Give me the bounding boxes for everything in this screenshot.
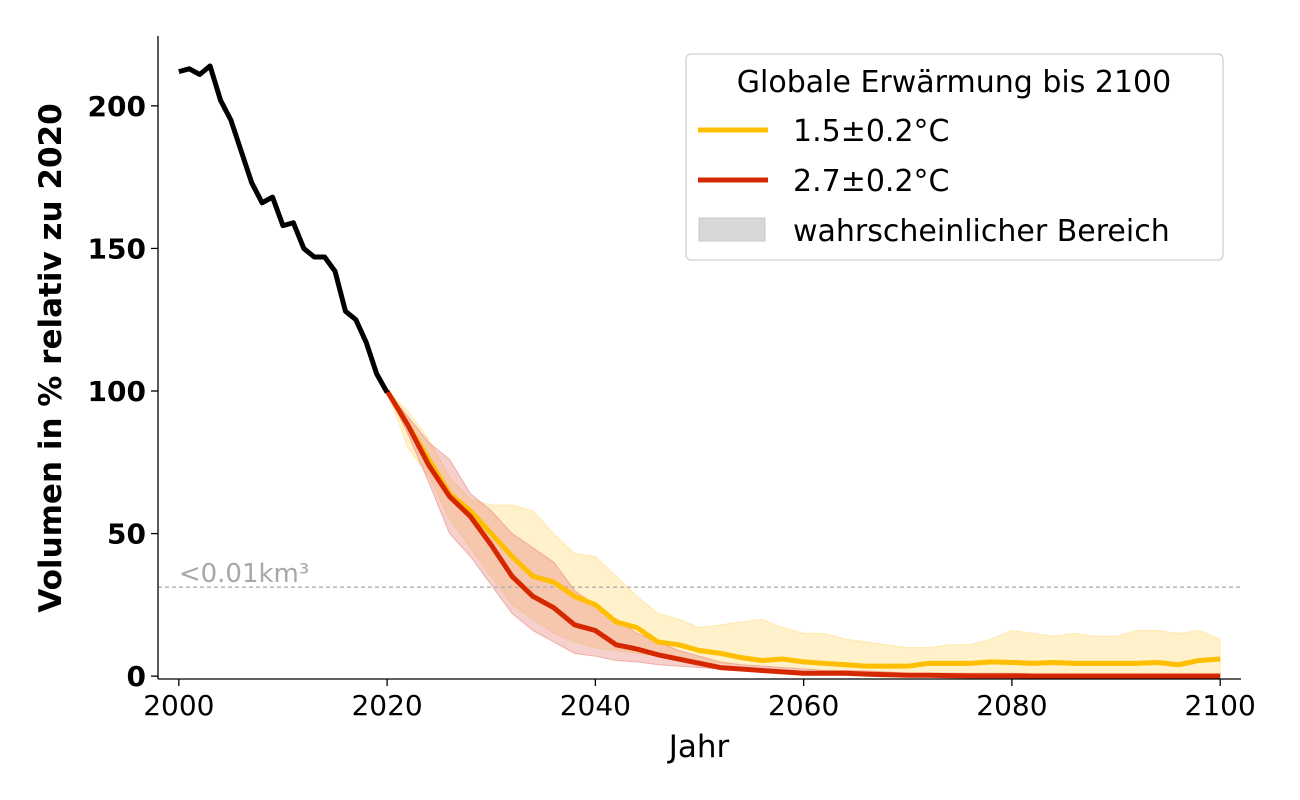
y-tick-label: 50: [107, 518, 146, 551]
line-historical: [178, 63, 390, 394]
y-axis-label: Volumen in % relativ zu 2020: [33, 103, 69, 612]
legend-entry-range: wahrscheinlicher Bereich: [793, 214, 1170, 249]
uncertainty-bands: [386, 390, 1221, 677]
line-1-5: [384, 389, 1221, 669]
line-2-7: [384, 389, 1221, 679]
axes: 2000 2020 2040 2060 2080 2100 0 50 100 150 200: [88, 36, 1256, 722]
legend-swatch-range: [698, 217, 766, 242]
x-tick-label: 2000: [143, 689, 214, 722]
legend-box: [685, 53, 1224, 261]
x-axis-label: Jahr: [667, 729, 730, 765]
y-tick-label: 150: [88, 232, 146, 265]
x-tick-label: 2040: [560, 689, 631, 722]
y-tick-label: 100: [88, 375, 146, 408]
band-1-5: [386, 390, 1221, 674]
x-tick-label: 2100: [1185, 689, 1256, 722]
legend-title: Globale Erwärmung bis 2100: [737, 65, 1171, 100]
x-tick-label: 2080: [976, 689, 1047, 722]
y-tick-label: 200: [88, 90, 146, 123]
series-lines: [178, 63, 1221, 679]
legend: Globale Erwärmung bis 2100 1.5±0.2°C 2.7…: [685, 53, 1224, 261]
y-tick-label: 0: [127, 660, 146, 693]
legend-entry-2-7: 2.7±0.2°C: [793, 164, 950, 199]
x-tick-label: 2060: [768, 689, 839, 722]
x-tick-label: 2020: [351, 689, 422, 722]
legend-entry-1-5: 1.5±0.2°C: [793, 114, 950, 149]
reference-line-label: <0.01km³: [179, 559, 309, 589]
